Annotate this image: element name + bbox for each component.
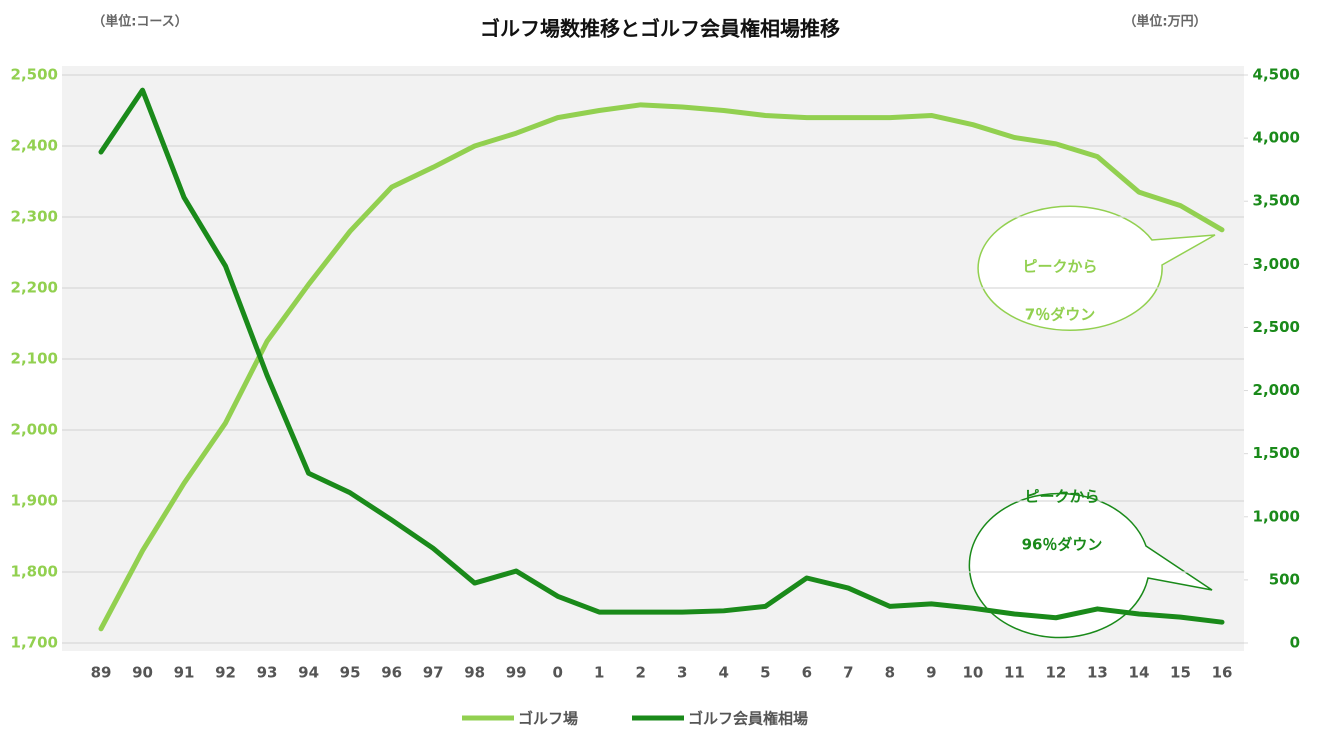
x-tick-label: 5 <box>760 664 770 682</box>
y2-tick-label: 2,000 <box>1253 381 1300 399</box>
x-tick-label: 11 <box>1004 664 1025 682</box>
y2-tick-label: 3,500 <box>1253 192 1300 210</box>
x-tick-label: 7 <box>843 664 853 682</box>
series-line <box>98 102 1225 632</box>
callout <box>977 205 1216 332</box>
x-tick-label: 0 <box>552 664 562 682</box>
x-tick-label: 10 <box>962 664 983 682</box>
x-tick-label: 13 <box>1087 664 1108 682</box>
x-tick-label: 9 <box>926 664 936 682</box>
x-tick-label: 96 <box>381 664 402 682</box>
y-tick-label: 2,500 <box>11 66 58 84</box>
legend-label: ゴルフ会員権相場 <box>688 710 808 728</box>
annotation: 7％ダウン <box>1025 306 1095 324</box>
y2-tick-label: 0 <box>1290 634 1300 652</box>
y2-tick-label: 3,000 <box>1253 255 1300 273</box>
left-unit: （単位:コース） <box>92 14 188 30</box>
x-tick-label: 4 <box>719 664 729 682</box>
x-tick-label: 1 <box>594 664 604 682</box>
series-line <box>98 87 1225 625</box>
x-tick-label: 3 <box>677 664 687 682</box>
y2-tick-label: 1,500 <box>1253 444 1300 462</box>
y2-tick-label: 1,000 <box>1253 507 1300 525</box>
y-tick-label: 2,400 <box>11 137 58 155</box>
y-tick-label: 2,100 <box>11 350 58 368</box>
right-unit: （単位:万円） <box>1123 14 1206 30</box>
x-tick-label: 92 <box>215 664 236 682</box>
x-tick-label: 89 <box>91 664 112 682</box>
x-tick-label: 6 <box>802 664 812 682</box>
x-tick-label: 90 <box>132 664 153 682</box>
x-tick-label: 15 <box>1170 664 1191 682</box>
x-tick-label: 94 <box>298 664 319 682</box>
y-tick-label: 2,000 <box>11 421 58 439</box>
annotation: ピークから <box>1022 258 1097 276</box>
chart-title: ゴルフ場数推移とゴルフ会員権相場推移 <box>480 17 840 41</box>
callout <box>968 492 1213 639</box>
y2-tick-label: 2,500 <box>1253 318 1300 336</box>
x-tick-label: 98 <box>464 664 485 682</box>
x-tick-label: 91 <box>174 664 195 682</box>
x-tick-label: 16 <box>1212 664 1233 682</box>
x-tick-label: 97 <box>423 664 444 682</box>
y2-tick-label: 4,500 <box>1253 66 1300 84</box>
x-tick-label: 12 <box>1045 664 1066 682</box>
y-tick-label: 2,200 <box>11 279 58 297</box>
x-tick-label: 14 <box>1129 664 1150 682</box>
x-tick-label: 95 <box>340 664 361 682</box>
x-tick-label: 2 <box>636 664 646 682</box>
y-tick-label: 1,900 <box>11 492 58 510</box>
y2-tick-label: 500 <box>1269 570 1300 588</box>
y2-tick-label: 4,000 <box>1253 129 1300 147</box>
x-tick-label: 93 <box>257 664 278 682</box>
y-tick-label: 1,800 <box>11 563 58 581</box>
y-tick-label: 1,700 <box>11 634 58 652</box>
y-tick-label: 2,300 <box>11 208 58 226</box>
annotation: ピークから <box>1024 488 1099 506</box>
annotation: 96％ダウン <box>1022 536 1103 554</box>
x-tick-label: 99 <box>506 664 527 682</box>
x-tick-label: 8 <box>885 664 895 682</box>
legend-label: ゴルフ場 <box>518 710 578 728</box>
